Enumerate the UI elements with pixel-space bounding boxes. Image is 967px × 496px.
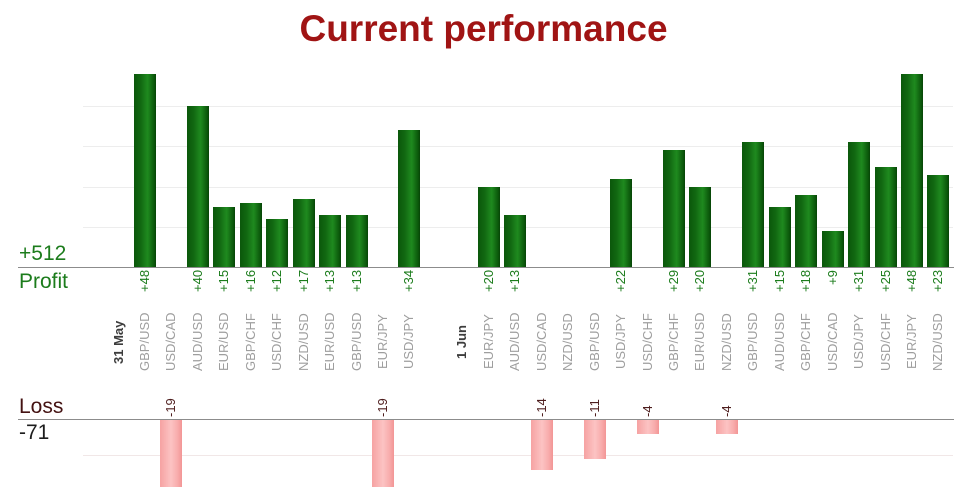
profit-axis-line xyxy=(18,267,954,268)
profit-bar xyxy=(663,150,685,267)
profit-bar xyxy=(346,215,368,267)
pair-label: NZD/USD xyxy=(560,313,575,371)
loss-bar xyxy=(637,420,659,434)
profit-value-label: +17 xyxy=(296,270,311,293)
loss-gridline xyxy=(83,455,953,456)
loss-value-label: -14 xyxy=(534,398,549,417)
profit-bar xyxy=(875,167,897,267)
loss-value-label: -4 xyxy=(640,405,655,417)
pair-label: USD/CAD xyxy=(534,312,549,372)
date-label: 31 May xyxy=(111,320,126,364)
profit-value-label: +13 xyxy=(349,270,364,293)
profit-value-label: +9 xyxy=(825,270,840,285)
profit-value-label: +29 xyxy=(666,270,681,293)
profit-bar xyxy=(319,215,341,267)
profit-bar xyxy=(504,215,526,267)
profit-bar xyxy=(293,199,315,267)
profit-bar xyxy=(927,175,949,267)
loss-bar xyxy=(584,420,606,459)
loss-bar xyxy=(531,420,553,470)
profit-bar xyxy=(240,203,262,267)
loss-bar xyxy=(160,420,182,487)
profit-bar xyxy=(134,74,156,267)
profit-bar xyxy=(901,74,923,267)
profit-total-label: +512 xyxy=(19,242,67,265)
loss-value-label: -19 xyxy=(163,398,178,417)
profit-bar xyxy=(689,187,711,267)
profit-gridline xyxy=(83,146,953,147)
profit-value-label: +34 xyxy=(401,270,416,293)
profit-axis-label: Profit xyxy=(19,270,69,293)
loss-bar xyxy=(372,420,394,487)
pair-label: EUR/JPY xyxy=(375,314,390,370)
profit-value-label: +18 xyxy=(798,270,813,293)
pair-label: NZD/USD xyxy=(719,313,734,371)
profit-value-label: +23 xyxy=(930,270,945,293)
loss-axis-line xyxy=(18,419,954,420)
loss-value-label: -4 xyxy=(719,405,734,417)
profit-value-label: +31 xyxy=(745,270,760,293)
profit-bar xyxy=(769,207,791,267)
loss-value-label: -11 xyxy=(587,399,602,417)
profit-bar xyxy=(742,142,764,267)
profit-value-label: +22 xyxy=(613,270,628,293)
date-label: 1 Jun xyxy=(454,325,469,359)
pair-label: USD/CAD xyxy=(163,312,178,372)
profit-value-label: +16 xyxy=(243,270,258,293)
profit-bar xyxy=(795,195,817,267)
profit-bar xyxy=(213,207,235,267)
profit-bar xyxy=(266,219,288,267)
loss-axis-label: Loss xyxy=(19,395,64,418)
profit-value-label: +13 xyxy=(322,270,337,293)
profit-value-label: +15 xyxy=(772,270,787,293)
profit-gridline xyxy=(83,187,953,188)
profit-value-label: +25 xyxy=(878,270,893,293)
profit-gridline xyxy=(83,106,953,107)
chart-title: Current performance xyxy=(299,8,668,49)
loss-bar xyxy=(716,420,738,434)
profit-bar xyxy=(187,106,209,267)
profit-bar xyxy=(822,231,844,267)
profit-bar xyxy=(610,179,632,267)
pair-label: USD/CHF xyxy=(640,313,655,371)
profit-value-label: +13 xyxy=(507,270,522,293)
profit-value-label: +12 xyxy=(269,270,284,293)
pair-label: GBP/USD xyxy=(587,312,602,372)
profit-bar xyxy=(398,130,420,267)
profit-value-label: +48 xyxy=(904,270,919,293)
profit-value-label: +40 xyxy=(190,270,205,293)
profit-bar xyxy=(848,142,870,267)
loss-total-label: -71 xyxy=(19,421,50,444)
profit-value-label: +20 xyxy=(692,270,707,293)
profit-bar xyxy=(478,187,500,267)
profit-value-label: +15 xyxy=(216,270,231,293)
loss-value-label: -19 xyxy=(375,398,390,417)
profit-value-label: +20 xyxy=(481,270,496,293)
profit-value-label: +31 xyxy=(851,270,866,293)
profit-value-label: +48 xyxy=(137,270,152,293)
